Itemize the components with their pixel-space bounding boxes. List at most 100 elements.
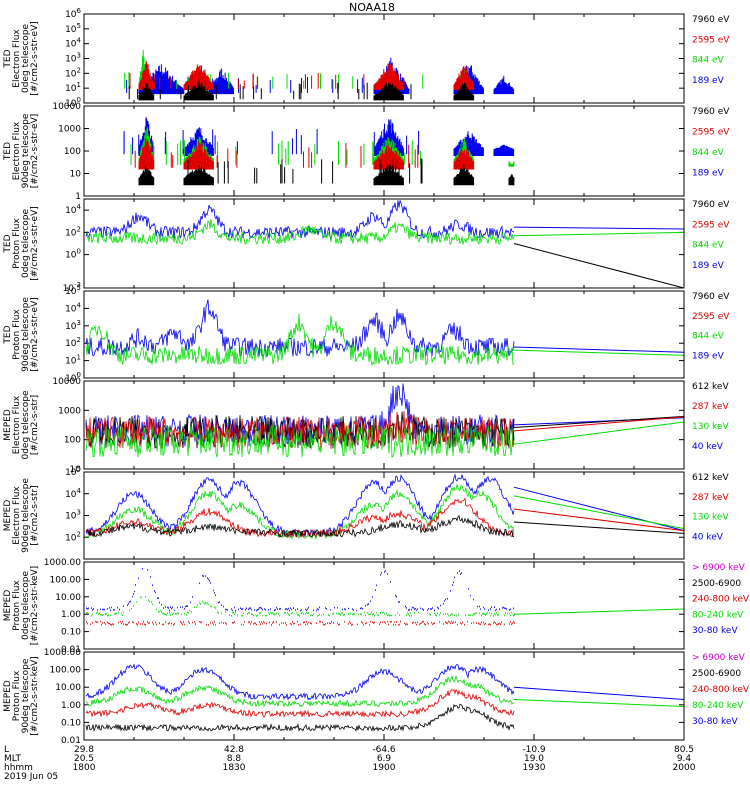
- series-black-trace: [128, 79, 475, 101]
- y-axis-label-line: TED: [3, 49, 13, 68]
- y-tick-label: 0.10: [61, 628, 81, 638]
- x-tick-label-mlt: 8.8: [227, 754, 242, 764]
- y-tick-label: 10.00: [55, 683, 81, 693]
- y-tick-label: 0.10: [61, 718, 81, 728]
- panel-frame: [83, 290, 685, 379]
- series-green-trace: [85, 484, 515, 540]
- y-tick-label: 1.00: [61, 701, 81, 711]
- y-axis-label-line: [#/cm2-s-str-keV]: [30, 566, 40, 645]
- legend-label: > 6900 keV: [692, 653, 746, 663]
- legend-label: 80-240 keV: [692, 701, 744, 711]
- y-tick-label: 104: [65, 301, 81, 314]
- series-green-tail: [513, 421, 684, 445]
- legend-label: 2595 eV: [692, 128, 730, 138]
- y-axis-label-line: [#/cm2-s-str-eV]: [30, 21, 40, 96]
- legend-label: 30-80 keV: [692, 717, 738, 727]
- y-axis-label: MEPEDProton Flux90deg telescope[#/cm2-s-…: [3, 656, 40, 735]
- y-axis-label: TEDProton Flux0deg telescope[#/cm2-s-str…: [3, 206, 40, 281]
- panel-frame: [83, 13, 685, 104]
- legend-label: 2500-6900: [692, 669, 741, 679]
- y-axis-label-line: 0deg telescope: [21, 571, 31, 641]
- legend-label: 2595 eV: [692, 220, 730, 230]
- x-axis-row-label: L: [4, 745, 9, 755]
- legend-label: 2595 eV: [692, 35, 730, 45]
- y-axis-label-line: MEPED: [3, 680, 13, 712]
- panel-frame: [83, 105, 685, 197]
- y-tick-label: 1000.00: [44, 558, 81, 568]
- x-tick-label-l: -64.6: [372, 745, 396, 755]
- series-blue-trace: [86, 568, 514, 612]
- y-axis-label-line: 90deg telescope: [21, 297, 31, 372]
- panel-frame: [83, 198, 685, 289]
- series-blue-trace: [85, 473, 515, 537]
- legend-label: 844 eV: [692, 332, 725, 342]
- y-axis-label-line: [#/cm2-s-str]: [30, 485, 40, 545]
- y-axis-label-line: 0deg telescope: [21, 390, 31, 460]
- legend-label: 612 keV: [692, 473, 729, 483]
- x-tick-label-mlt: 19.0: [524, 754, 544, 764]
- y-axis-label-line: 0deg telescope: [21, 24, 31, 94]
- y-tick-label: 106: [65, 7, 81, 20]
- y-axis-label-line: MEPED: [3, 590, 13, 622]
- y-tick-label: 1: [75, 192, 81, 202]
- y-tick-label: 1000.00: [44, 648, 81, 658]
- legend-label: 130 keV: [692, 422, 729, 432]
- legend-label: 40 keV: [692, 532, 724, 542]
- x-tick-label-l: 42.8: [224, 745, 244, 755]
- y-tick-label: 10000: [52, 102, 81, 112]
- legend-label: 240-800 keV: [692, 685, 750, 695]
- y-axis-label-line: 90deg telescope: [21, 658, 31, 733]
- y-tick-label: 100: [64, 147, 81, 157]
- y-tick-label: 102: [65, 336, 81, 349]
- y-tick-label: 0.01: [61, 736, 81, 746]
- y-tick-label: 104: [65, 37, 81, 50]
- x-tick-label-l: -10.9: [522, 745, 546, 755]
- panel-2: 1 10 100 1000 10000 TEDElectron Flux90deg tel…: [3, 102, 730, 202]
- series-black-trace: [85, 703, 515, 732]
- y-axis-label-line: Proton Flux: [12, 309, 22, 360]
- y-tick-label: 102: [65, 530, 81, 543]
- x-axis-row-label: 2019 Jun 05: [4, 772, 58, 782]
- plot-area: [85, 299, 684, 367]
- panel-7: 0.01 0.10 1.00 10.00 100.00 1000.00 MEPEDProto…: [3, 558, 750, 655]
- panel-frame: [83, 561, 685, 650]
- y-axis-label-line: [#/cm2-s-str-keV]: [30, 656, 40, 735]
- plot-area: [85, 663, 684, 732]
- y-axis-label: MEPEDElectron Flux90deg telescope[#/cm2-…: [3, 478, 40, 553]
- legend-label: 30-80 keV: [692, 626, 738, 636]
- y-axis-label-line: Proton Flux: [12, 218, 22, 269]
- series-black-trace: [138, 158, 515, 186]
- plot-area: [86, 568, 684, 626]
- x-tick-label-hhmm: 1900: [373, 763, 396, 773]
- series-green-trace: [85, 219, 515, 246]
- legend-label: 240-800 keV: [692, 595, 750, 605]
- series-green-tail: [513, 608, 684, 615]
- x-tick-label-l: 80.5: [674, 745, 694, 755]
- plot-area: [85, 473, 684, 540]
- x-tick-label-hhmm: 2000: [673, 763, 696, 773]
- y-tick-label: 1000: [58, 125, 81, 135]
- y-tick-label: 10.00: [55, 593, 81, 603]
- series-green-trace: [86, 596, 515, 617]
- series-red-trace: [85, 411, 515, 451]
- y-tick-label: 102: [65, 66, 81, 79]
- legend-label: > 6900 keV: [692, 563, 746, 573]
- y-axis-label-line: MEPED: [3, 409, 13, 441]
- legend-label: 130 keV: [692, 513, 729, 523]
- legend-label: 7960 eV: [692, 292, 730, 302]
- y-tick-label: 100.00: [50, 666, 82, 676]
- x-tick-label-mlt: 6.9: [377, 754, 392, 764]
- y-axis-label-line: 90deg telescope: [21, 113, 31, 188]
- series-green-tail: [513, 349, 684, 356]
- y-axis-label-line: [#/cm2-s-str-eV]: [30, 114, 40, 189]
- panel-5: 10 100 1000 10000 MEPEDElectron Flux0deg tel…: [3, 377, 729, 475]
- legend-label: 7960 eV: [692, 15, 730, 25]
- legend-label: 189 eV: [692, 76, 725, 86]
- plot-area: [124, 50, 515, 101]
- series-blue-tail: [513, 346, 684, 353]
